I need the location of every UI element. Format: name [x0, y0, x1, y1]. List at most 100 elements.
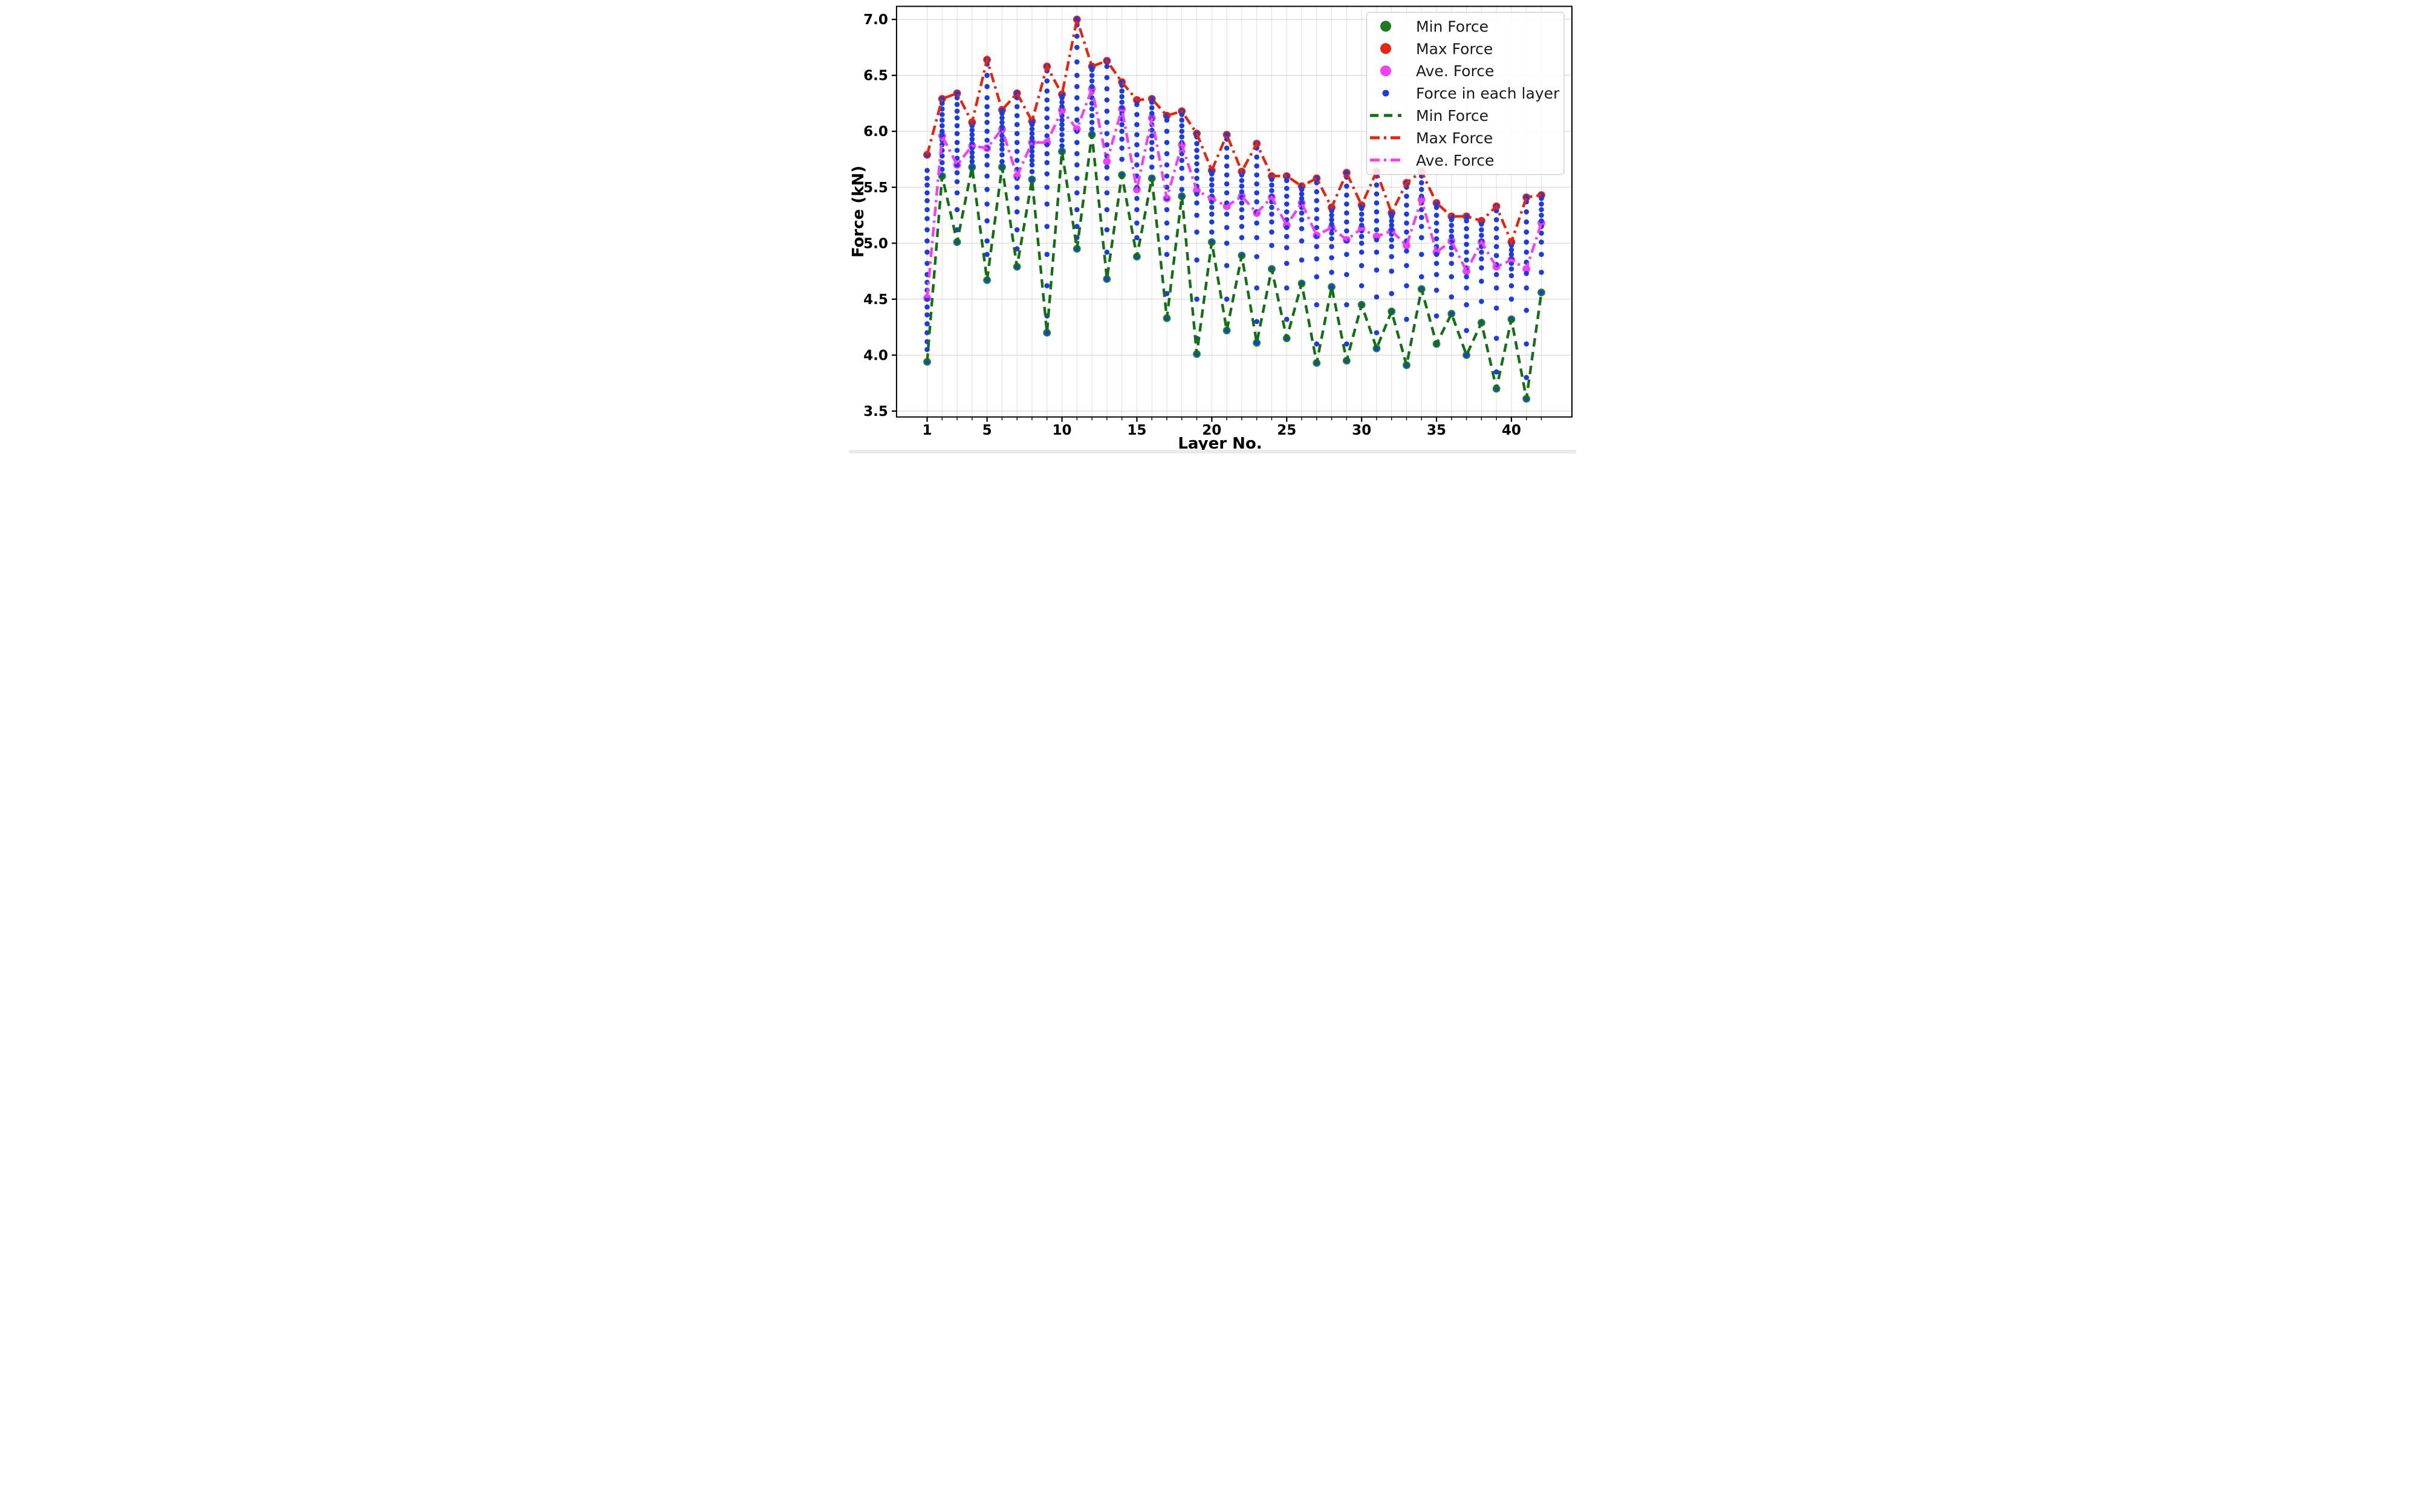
y-tick-label: 4.0	[863, 348, 888, 363]
force-dot	[924, 175, 930, 181]
force-dot	[1209, 182, 1215, 188]
force-dot	[1329, 270, 1334, 275]
force-dot	[999, 115, 1005, 121]
force-dot	[1344, 210, 1349, 216]
force-dot	[939, 123, 945, 129]
y-tick-label: 5.0	[863, 236, 888, 251]
force-dot	[1284, 201, 1290, 207]
force-dot	[954, 140, 960, 146]
force-dot	[1299, 210, 1305, 216]
force-dot	[1059, 126, 1065, 132]
force-dot	[1074, 140, 1080, 146]
force-dot	[1029, 144, 1035, 150]
force-dot	[1044, 224, 1050, 229]
force-dot	[1359, 249, 1365, 255]
force-dot	[1044, 160, 1050, 166]
legend-entry: Min Force	[1370, 107, 1488, 125]
force-dot	[1449, 251, 1455, 258]
force-dot	[1493, 208, 1499, 213]
force-dot	[1404, 229, 1409, 235]
force-dot	[1074, 83, 1080, 89]
force-dot	[939, 100, 945, 106]
force-dot	[1299, 187, 1305, 192]
force-dot	[1089, 126, 1095, 132]
force-dot	[1044, 283, 1050, 288]
force-dot	[1239, 235, 1245, 241]
force-dot	[1374, 267, 1380, 273]
force-dot	[1254, 254, 1259, 259]
force-dot	[1119, 157, 1125, 162]
force-dot	[1089, 112, 1095, 118]
force-dot	[1464, 249, 1469, 255]
force-dot	[1374, 237, 1380, 243]
force-dot	[1418, 251, 1424, 258]
force-dot	[1179, 134, 1185, 140]
force-dot	[1134, 235, 1140, 241]
force-dot	[1074, 106, 1080, 112]
force-dot	[1194, 296, 1200, 302]
force-dot	[1104, 207, 1110, 213]
force-dot	[1134, 102, 1140, 108]
force-dot	[1479, 249, 1484, 255]
force-dot	[1239, 189, 1245, 195]
force-dot	[1299, 226, 1305, 232]
y-tick-label: 3.5	[863, 404, 888, 420]
force-dot	[1074, 151, 1080, 157]
force-dot	[1539, 195, 1544, 201]
force-dot	[1464, 274, 1469, 280]
force-dot	[1539, 290, 1544, 296]
force-dot	[1104, 108, 1110, 114]
x-tick-label: 35	[1427, 423, 1446, 438]
force-dot	[954, 207, 960, 213]
force-dot	[1418, 215, 1424, 221]
force-dot	[1134, 132, 1140, 138]
force-dot	[1254, 172, 1259, 178]
force-dot	[1284, 285, 1290, 291]
force-dot	[1404, 316, 1409, 322]
force-dot	[924, 261, 930, 266]
force-dot	[1029, 135, 1035, 141]
force-dot	[954, 123, 960, 129]
force-dot	[1404, 263, 1409, 268]
force-dot	[1329, 255, 1334, 261]
force-dot	[1134, 122, 1140, 128]
force-dot	[969, 123, 975, 129]
max-force-line	[926, 14, 1542, 246]
force-dot	[1269, 177, 1274, 183]
force-dot	[924, 216, 930, 221]
force-dot	[1464, 352, 1469, 358]
force-dot	[1104, 142, 1110, 148]
force-dot	[1164, 220, 1170, 226]
force-dot	[1433, 271, 1440, 277]
force-dot	[1479, 227, 1484, 233]
force-dot	[999, 158, 1005, 164]
force-dot	[1539, 207, 1544, 213]
force-dot	[1299, 217, 1305, 222]
force-dot	[1239, 178, 1245, 183]
force-dot	[1404, 283, 1409, 288]
force-dot	[1254, 181, 1259, 187]
force-dot	[1029, 153, 1035, 159]
legend-entry: Force in each layer	[1382, 85, 1560, 102]
force-dot	[924, 227, 930, 233]
force-dot	[1089, 73, 1095, 78]
force-dot	[1449, 217, 1455, 222]
force-dot	[1359, 263, 1365, 268]
force-dot	[1074, 207, 1080, 213]
force-dot	[1344, 228, 1349, 234]
force-dot	[1329, 212, 1334, 218]
force-dot	[1344, 271, 1349, 277]
legend-box	[1366, 11, 1565, 175]
force-dot	[1089, 78, 1095, 84]
force-dot	[1029, 126, 1035, 132]
force-dot	[1224, 163, 1230, 169]
force-dot	[1359, 283, 1365, 288]
force-dot	[1134, 207, 1140, 213]
force-dot	[1344, 341, 1349, 347]
force-dot	[1314, 274, 1320, 280]
force-dot	[1014, 122, 1020, 128]
force-dot	[1464, 285, 1469, 291]
force-dot	[1074, 73, 1080, 78]
force-dot	[1089, 67, 1095, 73]
grid-lines	[896, 6, 1572, 417]
